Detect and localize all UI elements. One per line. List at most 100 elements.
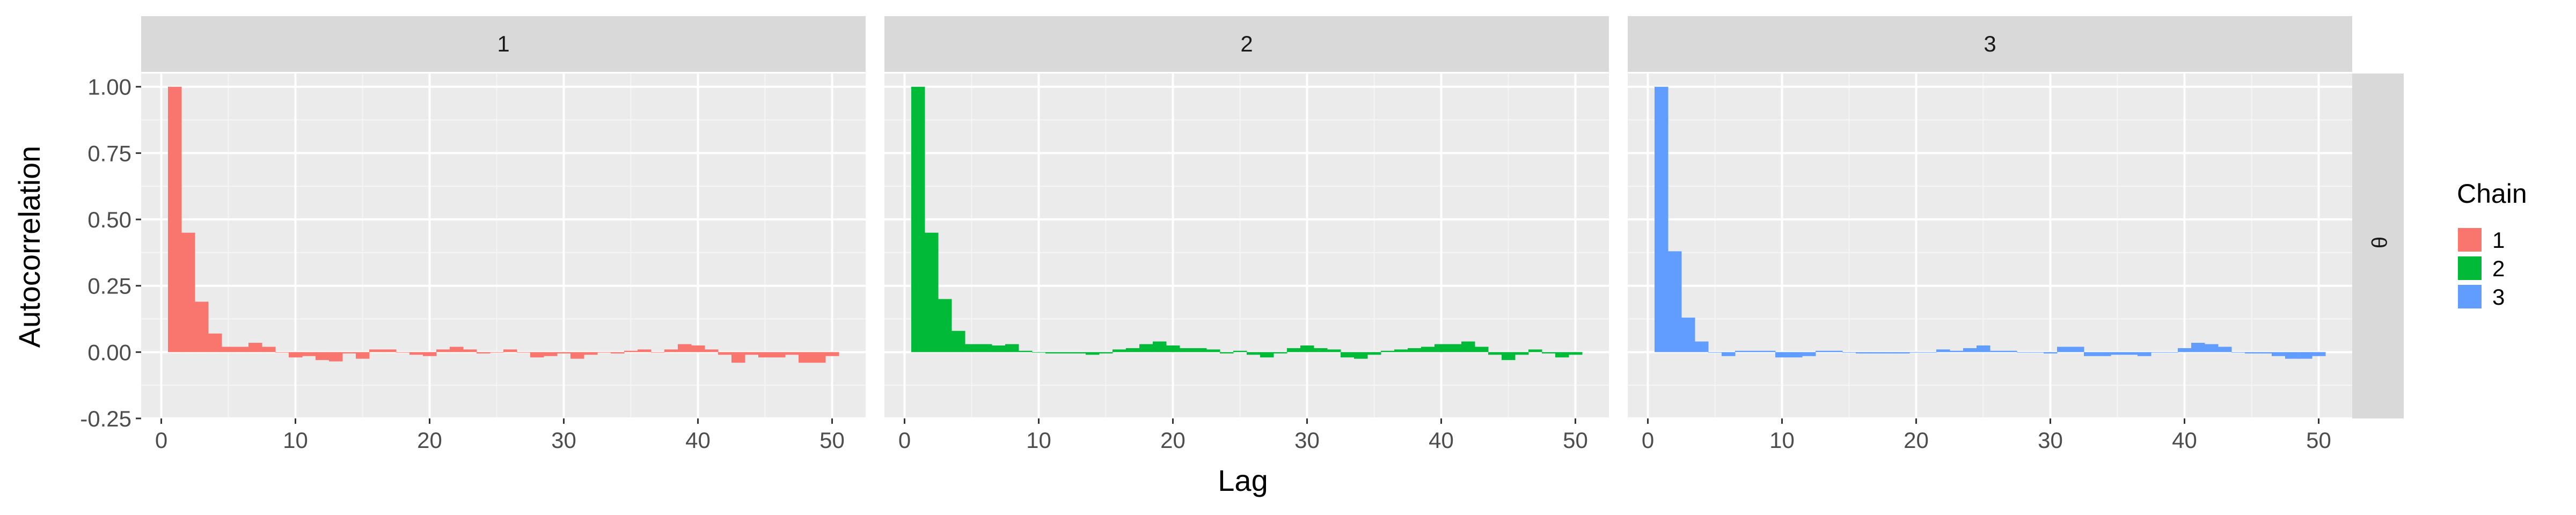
acf-bar (1139, 344, 1153, 352)
acf-bar (289, 352, 303, 358)
acf-bar (1314, 348, 1328, 352)
acf-bar (1113, 349, 1126, 352)
acf-bar (1354, 352, 1368, 359)
acf-bar (1233, 350, 1247, 352)
acf-bar (1802, 352, 1816, 356)
acf-bar (624, 350, 638, 352)
acf-bar (952, 330, 965, 352)
acf-bar (758, 352, 772, 358)
acf-bar (423, 352, 437, 356)
acf-bar (1681, 318, 1695, 352)
acf-bar (638, 349, 652, 352)
acf-bar (1193, 348, 1207, 352)
acf-bar (2299, 352, 2312, 359)
x-tick-label: 30 (1294, 428, 1320, 453)
acf-bar (450, 347, 464, 352)
acf-bar (1722, 352, 1736, 356)
panel-background (1628, 73, 2352, 418)
acf-bar (2084, 352, 2098, 356)
acf-bar (1327, 349, 1341, 352)
acf-bar (911, 86, 925, 352)
acf-bar (825, 352, 839, 356)
acf-bar (1367, 352, 1381, 355)
acf-bar (1072, 352, 1086, 354)
acf-bar (1775, 352, 1789, 358)
legend-key (2458, 285, 2482, 308)
panel-background (884, 73, 1609, 418)
acf-bar (1394, 349, 1408, 352)
acf-bar (1950, 350, 1964, 352)
x-tick-label: 40 (685, 428, 711, 453)
acf-bar (1542, 352, 1556, 354)
acf-bar (1408, 348, 1422, 352)
y-tick-label: 1.00 (87, 75, 131, 100)
y-tick-label: 0.25 (87, 274, 131, 299)
acf-bar (235, 347, 249, 352)
acf-bar (965, 344, 979, 352)
acf-bar (262, 347, 276, 352)
acf-bar (2245, 352, 2259, 354)
acf-bar (503, 349, 517, 352)
acf-bar (2044, 352, 2058, 354)
acf-bar (181, 232, 195, 352)
y-tick-label: 0.50 (87, 207, 131, 232)
acf-bar (745, 352, 759, 355)
acf-bar (1206, 349, 1220, 352)
acf-bar (1569, 352, 1583, 355)
facet-row-label: θ (2367, 237, 2390, 248)
facet-strip (141, 16, 866, 72)
acf-bar (1963, 348, 1977, 352)
acf-bar (463, 349, 477, 352)
acf-bar (356, 352, 370, 359)
acf-bar (2205, 344, 2219, 352)
acf-bar (785, 352, 799, 355)
acf-bar (1421, 347, 1435, 352)
x-tick-label: 30 (2038, 428, 2063, 453)
acf-bar (1153, 341, 1167, 352)
acf-bar (1555, 352, 1569, 358)
acf-bar (2070, 347, 2084, 352)
acf-bar (1502, 352, 1516, 360)
y-tick-label: 0.75 (87, 141, 131, 166)
acf-bar (1086, 352, 1100, 355)
x-tick-label: 0 (898, 428, 911, 453)
acf-bar (1045, 352, 1059, 354)
acf-bar (1260, 352, 1274, 358)
facet-strip (1628, 16, 2352, 72)
acf-bar (1829, 350, 1843, 352)
x-tick-label: 20 (1160, 428, 1185, 453)
x-tick-label: 40 (1429, 428, 1454, 453)
acf-bar (1990, 350, 2004, 352)
facet-strip (884, 16, 1609, 72)
acf-bar (2285, 352, 2299, 359)
acf-bar (1166, 345, 1180, 352)
acf-bar (1883, 352, 1897, 354)
acf-bar (812, 352, 826, 363)
acf-bar (570, 352, 584, 359)
acf-bar (1816, 350, 1829, 352)
legend-label: 2 (2492, 256, 2505, 281)
acf-bar (342, 352, 356, 354)
facet-strip-label: 1 (497, 31, 509, 56)
acf-bar (477, 352, 491, 354)
acf-bar (544, 352, 558, 356)
x-tick-label: 10 (283, 428, 308, 453)
acf-bar (302, 352, 316, 356)
acf-bar (772, 352, 786, 358)
legend-title: Chain (2457, 179, 2527, 209)
facet-panel-1: 10 10 20 30 40 50 (141, 16, 866, 453)
y-tick-label: -0.25 (80, 406, 131, 431)
acf-bar (195, 301, 209, 352)
acf-bar (2097, 352, 2111, 356)
acf-bar (1488, 352, 1502, 355)
acf-bar (1448, 344, 1462, 352)
acf-bar (1341, 352, 1355, 358)
acf-bar (409, 352, 423, 355)
acf-bar (1869, 352, 1883, 354)
acf-bar (1180, 348, 1194, 352)
facet-strip-label: 3 (1984, 31, 1996, 56)
acf-bar (2057, 347, 2071, 352)
acf-bar (2124, 352, 2138, 355)
acf-bar (1099, 352, 1113, 354)
